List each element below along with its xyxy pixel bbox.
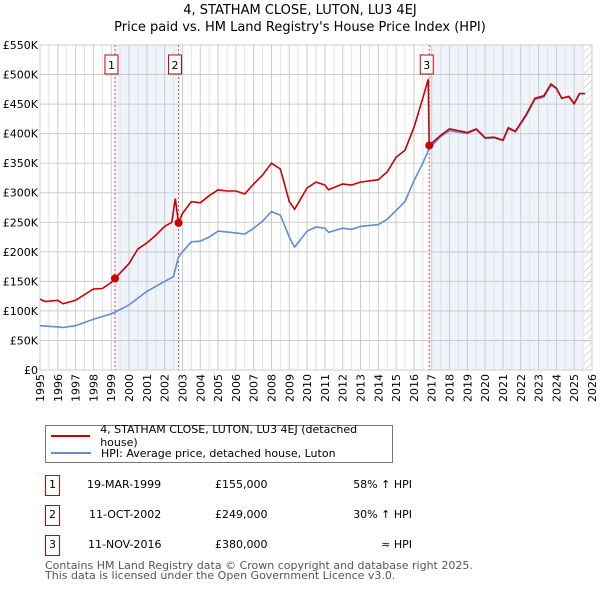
y-tick-label: £150K (3, 275, 39, 288)
chart-title: 4, STATHAM CLOSE, LUTON, LU3 4EJ (183, 3, 417, 18)
sale-hpi: 30% ↑ HPI (353, 508, 412, 521)
sale-row: 2 11-OCT-2002 £249,000 30% ↑ HPI (45, 505, 465, 526)
y-tick-label: £300K (3, 187, 39, 200)
legend-blue-line (51, 452, 91, 454)
y-tick-label: £50K (10, 334, 39, 347)
x-tick-label: 1998 (87, 374, 100, 402)
y-tick-label: £250K (3, 216, 39, 229)
sale-label-box (419, 54, 434, 75)
sale-point (110, 274, 119, 283)
sale-number: 3 (45, 535, 60, 556)
x-tick-label: 1997 (70, 374, 83, 402)
legend-red-line (51, 435, 91, 437)
forecast-hatch (583, 45, 592, 370)
x-tick-label: 2019 (461, 374, 474, 402)
sale-date: 11-OCT-2002 (89, 508, 162, 521)
x-tick-label: 2010 (301, 374, 314, 402)
chart-legend: 4, STATHAM CLOSE, LUTON, LU3 4EJ (detach… (45, 423, 393, 463)
x-tick-label: 2025 (568, 374, 581, 402)
x-tick-label: 2017 (426, 374, 439, 402)
footer-licence: This data is licensed under the Open Gov… (45, 569, 396, 582)
sale-price: £155,000 (215, 478, 268, 491)
x-tick-label: 2005 (212, 374, 225, 402)
x-tick-label: 2026 (586, 374, 599, 402)
x-tick-label: 2014 (372, 374, 385, 402)
y-tick-label: £200K (3, 246, 39, 259)
x-tick-label: 2009 (283, 374, 296, 402)
sale-price: £249,000 (215, 508, 268, 521)
price-chart: 1995 1996 1997 1998 1999 2000 2001 2002 2003 2004… (3, 39, 599, 402)
sale-label: 3 (423, 59, 430, 72)
x-tick-label: 2013 (355, 374, 368, 402)
x-tick-label: 2002 (159, 374, 172, 402)
shaded-range (429, 45, 584, 370)
x-tick-label: 2006 (230, 374, 243, 402)
sale-point (425, 141, 434, 150)
sale-date: 11-NOV-2016 (88, 538, 162, 551)
x-tick-label: 2023 (533, 374, 546, 402)
x-tick-label: 2004 (194, 374, 207, 402)
x-tick-label: 2008 (265, 374, 278, 402)
sale-number: 1 (45, 475, 60, 496)
x-tick-label: 2003 (176, 374, 189, 402)
x-tick-label: 2000 (123, 374, 136, 402)
y-tick-label: £400K (3, 128, 39, 141)
sale-label-box (168, 54, 183, 75)
footer-copyright: Contains HM Land Registry data © Crown c… (45, 559, 473, 572)
x-tick-label: 1999 (105, 374, 118, 402)
sale-row: 1 19-MAR-1999 £155,000 58% ↑ HPI (45, 475, 465, 496)
property-price-line (39, 79, 585, 305)
sale-number: 2 (45, 505, 60, 526)
y-tick-label: £500K (3, 69, 39, 82)
x-tick-label: 2022 (515, 374, 528, 402)
sale-label-box (104, 54, 119, 75)
x-tick-label: 1995 (34, 374, 47, 402)
x-tick-label: 2020 (479, 374, 492, 402)
sale-label: 1 (108, 59, 115, 72)
x-tick-label: 2001 (141, 374, 154, 402)
sale-label: 2 (172, 59, 179, 72)
x-tick-label: 2024 (550, 374, 563, 402)
x-tick-label: 2007 (248, 374, 261, 402)
sale-point (174, 218, 183, 227)
x-tick-label: 2016 (408, 374, 421, 402)
y-tick-label: £550K (3, 39, 39, 52)
sale-hpi: ≈ HPI (381, 538, 412, 551)
sale-hpi: 58% ↑ HPI (353, 478, 412, 491)
x-tick-label: 1996 (52, 374, 65, 402)
sale-price: £380,000 (215, 538, 268, 551)
x-tick-label: 2021 (497, 374, 510, 402)
legend-label-hpi: HPI: Average price, detached house, Luto… (101, 446, 336, 460)
chart-subtitle: Price paid vs. HM Land Registry's House … (114, 20, 486, 35)
y-tick-label: £450K (3, 98, 39, 111)
y-tick-label: £0 (24, 364, 38, 377)
y-tick-label: £100K (3, 305, 39, 318)
x-tick-label: 2018 (444, 374, 457, 402)
sale-row: 3 11-NOV-2016 £380,000 ≈ HPI (45, 535, 465, 556)
plot-border (39, 44, 593, 371)
x-tick-label: 2012 (337, 374, 350, 402)
sale-date: 19-MAR-1999 (87, 478, 162, 491)
y-tick-label: £350K (3, 157, 39, 170)
x-tick-label: 2015 (390, 374, 403, 402)
x-tick-label: 2011 (319, 374, 332, 402)
legend-label-property: 4, STATHAM CLOSE, LUTON, LU3 4EJ (detach… (100, 423, 358, 449)
